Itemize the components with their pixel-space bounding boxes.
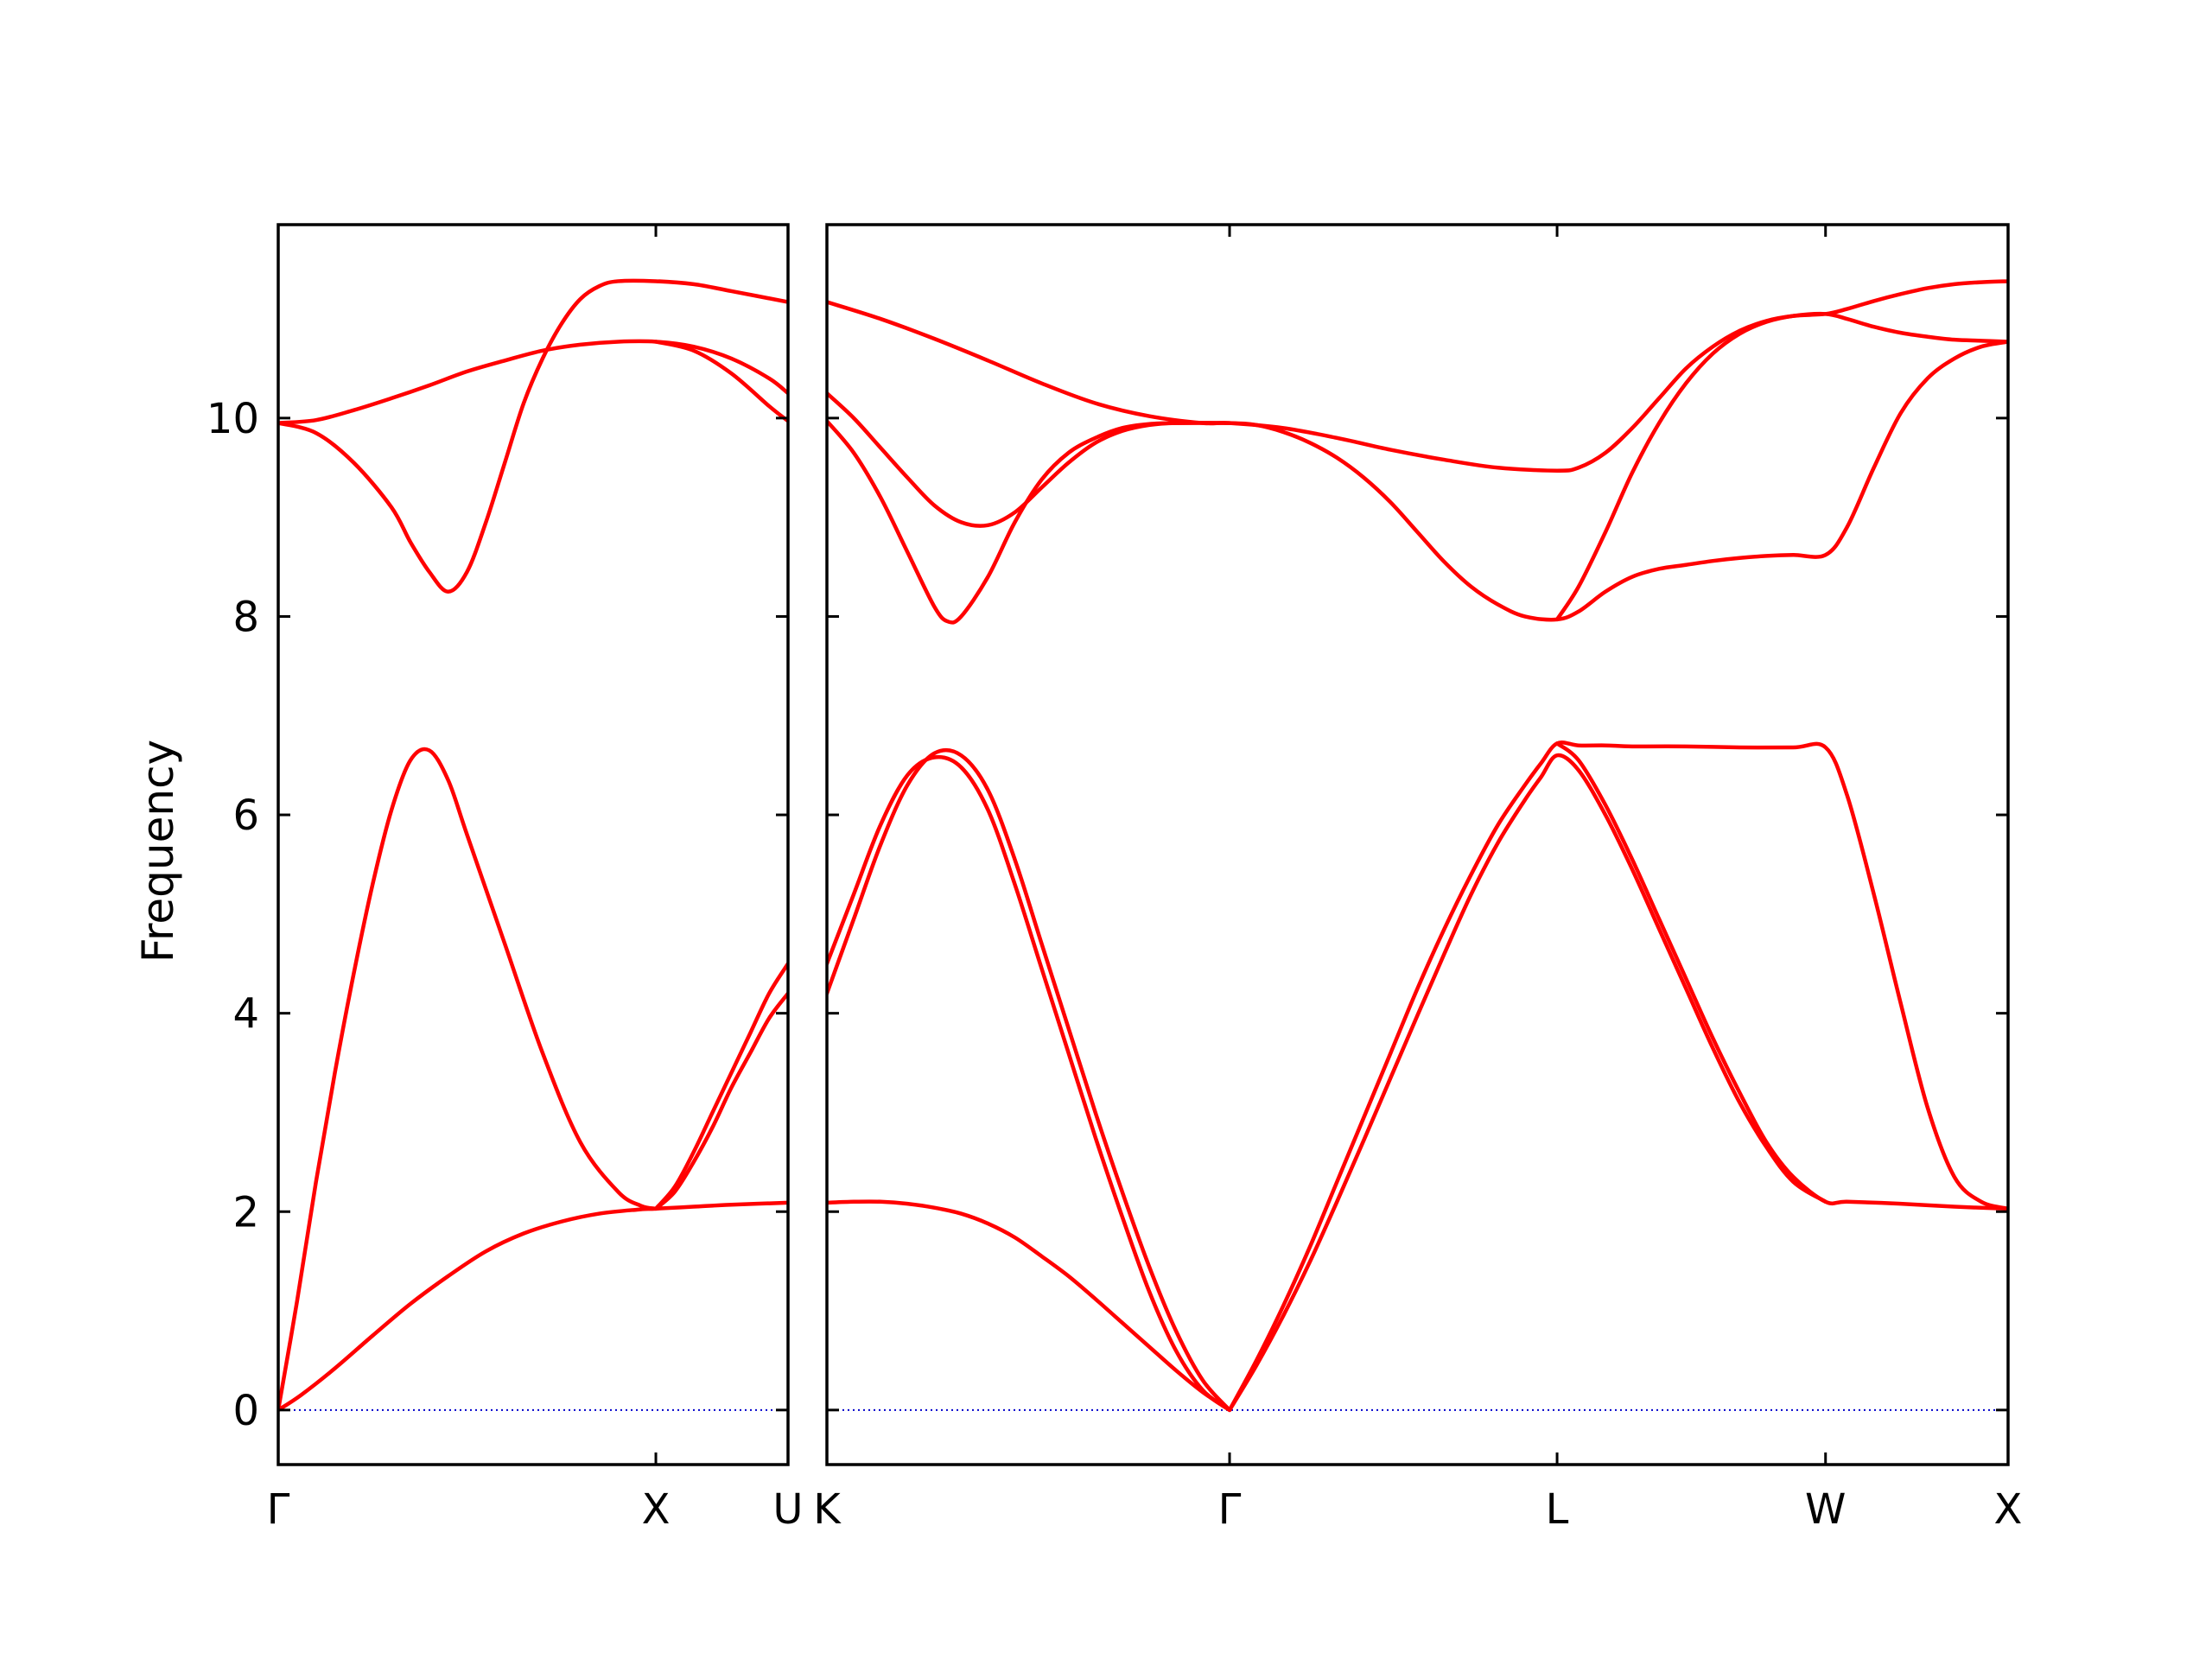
right-panel-xtick-label-2: L — [1546, 1485, 1569, 1534]
left-panel-frame — [276, 223, 790, 1466]
y-tick-label-6: 6 — [232, 791, 259, 840]
y-axis-label: Frequency — [133, 740, 183, 963]
left-panel-band-1 — [278, 747, 658, 1413]
left-panel-band-6 — [653, 340, 788, 423]
left-panel-xtick-label-2: U — [772, 1485, 803, 1534]
right-panel-xtick-label-0: K — [813, 1485, 842, 1534]
right-panel-band-3 — [1227, 741, 2008, 1413]
y-tick-label-10: 10 — [207, 395, 259, 443]
y-tick-label-4: 4 — [232, 990, 259, 1039]
left-panel-xtick-label-0: Γ — [267, 1485, 290, 1534]
left-panel-xtick-label-1: X — [642, 1485, 671, 1534]
left-panel-band-4 — [278, 278, 788, 594]
right-panel-bands — [827, 279, 2008, 1413]
right-panel-band-5 — [1554, 741, 2008, 1211]
right-panel-band-6 — [827, 279, 2008, 473]
right-panel-band-4 — [1227, 753, 1827, 1413]
left-panel-band-3 — [653, 991, 788, 1211]
y-tick-label-0: 0 — [232, 1387, 259, 1435]
left-panel-bands — [278, 278, 788, 1413]
y-tick-label-8: 8 — [232, 593, 259, 641]
right-panel-xtick-label-4: X — [1994, 1485, 2023, 1534]
right-panel-frame — [825, 223, 2010, 1466]
left-panel-band-2 — [653, 962, 788, 1211]
right-panel-band-2 — [827, 747, 1232, 1413]
left-panel-band-5 — [278, 339, 788, 425]
left-panel: 0 2 4 6 8 10 Γ X U — [207, 223, 804, 1534]
right-panel-xtick-label-3: W — [1805, 1485, 1846, 1534]
left-panel-band-0 — [278, 1200, 788, 1413]
right-panel-band-0 — [827, 1199, 1232, 1413]
right-panel-band-9 — [1554, 311, 2008, 622]
right-panel-xtick-label-1: Γ — [1218, 1485, 1242, 1534]
right-panel-band-1 — [827, 754, 1232, 1413]
right-panel-band-8 — [827, 340, 2008, 625]
y-tick-label-2: 2 — [232, 1188, 259, 1236]
